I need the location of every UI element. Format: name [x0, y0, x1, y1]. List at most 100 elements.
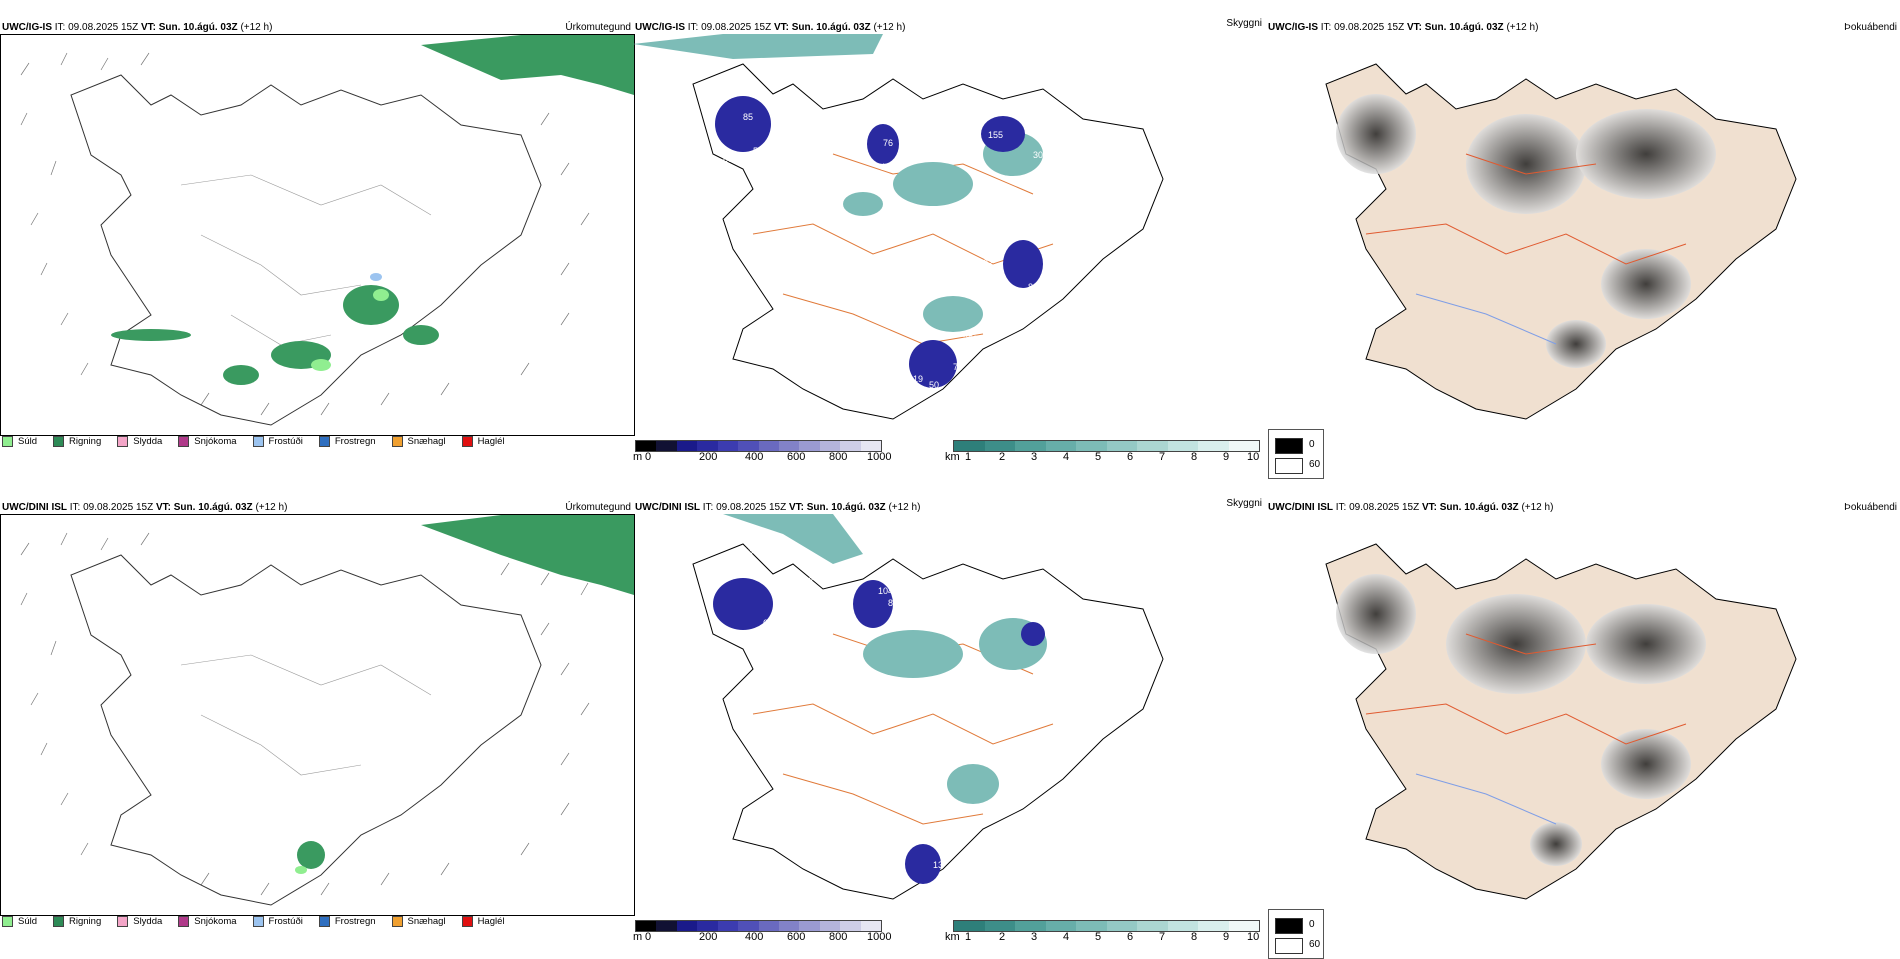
- cloud-base-value-label: 51: [765, 98, 775, 108]
- legend-swatch: [53, 916, 65, 927]
- legend-swatch: [117, 916, 129, 927]
- legend-item-freezing-drizzle: Frostúði: [252, 436, 303, 447]
- legend-swatch: [461, 916, 473, 927]
- fog-legend: 0 60: [1268, 909, 1324, 959]
- fog-panel-top: UWC/IG-IS IT: 09.08.2025 15Z VT: Sun. 10…: [1266, 12, 1899, 479]
- precip-type-panel-bottom: UWC/DINI ISL IT: 09.08.2025 15Z VT: Sun.…: [0, 492, 635, 957]
- legend-item-sleet: Slydda: [117, 916, 162, 927]
- cloud-base-value-label: 10: [881, 162, 891, 172]
- panel-title: UWC/IG-IS IT: 09.08.2025 15Z VT: Sun. 10…: [635, 22, 906, 33]
- cloud-base-value-label: 40: [943, 836, 953, 846]
- cloud-base-value-label: 54: [803, 136, 813, 146]
- cloud-base-value-label: 49: [1018, 308, 1028, 318]
- legend-swatch: [318, 436, 330, 447]
- fog-legend: 0 60: [1268, 429, 1324, 479]
- fog-legend-swatch-60: [1275, 458, 1303, 474]
- cloud-base-value-label: 70: [1048, 144, 1058, 154]
- coastline: [692, 63, 1164, 420]
- cloud-base-value-label: 12: [903, 602, 913, 612]
- legend-item-drizzle: Súld: [2, 916, 37, 927]
- cloud-base-map: 135 65 82 63 100 57 104 80 12 25 120 52 58 40 13 40: [633, 514, 1266, 914]
- cloud-base-value-label: 65: [769, 550, 779, 560]
- legend-swatch: [2, 436, 13, 447]
- cloud-base-value-label: 58: [945, 702, 955, 712]
- legend-swatch: [252, 436, 264, 447]
- cloud-base-value-label: 63: [763, 618, 773, 628]
- cloud-base-value-label: 104: [878, 586, 893, 596]
- cloud-base-value-label: 169: [1038, 178, 1053, 188]
- panel-type-label: Þokuábendi: [1844, 502, 1897, 513]
- cloud-base-value-label: 90: [1063, 122, 1073, 132]
- cloud-base-value-label: 80: [888, 598, 898, 608]
- legend-item-rain: Rigning: [53, 916, 101, 927]
- cloud-base-value-label: 22: [933, 222, 943, 232]
- fog-map: [1266, 34, 1899, 434]
- cloud-base-value-label: 30: [943, 392, 953, 402]
- panel-type-label: Skyggni: [1226, 498, 1262, 509]
- legend-item-sleet: Slydda: [117, 436, 162, 447]
- fog-legend-swatch-0: [1275, 918, 1303, 934]
- legend-item-snow: Snjókoma: [178, 436, 237, 447]
- legend-item-graupel: Snæhagl: [391, 436, 446, 447]
- cloud-base-value-label: 57: [753, 656, 763, 666]
- legend-item-graupel: Snæhagl: [391, 916, 446, 927]
- cloud-base-scale: [635, 920, 882, 932]
- legend-swatch: [461, 436, 473, 447]
- cloud-base-value-label: 50: [929, 380, 939, 390]
- cloud-base-value-label: 135: [743, 546, 758, 556]
- panel-type-label: Þokuábendi: [1844, 22, 1897, 33]
- legend-item-rain: Rigning: [53, 436, 101, 447]
- cloud-base-value-label: 185: [1058, 110, 1073, 120]
- legend-swatch: [391, 916, 403, 927]
- cloud-base-value-label: 32: [983, 258, 993, 268]
- cloud-base-value-label: 57: [753, 146, 763, 156]
- cloud-base-value-label: 40: [931, 888, 941, 898]
- precip-map: [0, 34, 635, 436]
- legend-item-freezing-drizzle: Frostúði: [252, 916, 303, 927]
- legend-swatch: [318, 916, 330, 927]
- panel-type-label: Úrkomutegund: [565, 22, 631, 33]
- cloud-base-map: 70 51 89 54 85 57 69 92 79 76 10 67 155 306 185 169 70 90…: [633, 34, 1266, 434]
- cloud-base-value-label: 100: [793, 634, 808, 644]
- cloud-base-value-label: 85: [743, 112, 753, 122]
- panel-title: UWC/DINI ISL IT: 09.08.2025 15Z VT: Sun.…: [2, 502, 288, 513]
- fog-legend-swatch-60: [1275, 938, 1303, 954]
- legend-swatch: [117, 436, 129, 447]
- legend-item-hail: Haglél: [461, 916, 505, 927]
- cloud-base-value-label: 52: [958, 674, 968, 684]
- cloud-base-value-label: 82: [803, 576, 813, 586]
- legend-swatch: [178, 436, 190, 447]
- cloud-base-value-label: 67: [1013, 96, 1023, 106]
- legend-swatch: [2, 916, 13, 927]
- panel-title: UWC/DINI ISL IT: 09.08.2025 15Z VT: Sun.…: [635, 502, 921, 513]
- cloud-base-value-label: 19: [913, 374, 923, 384]
- cloud-base-value-label: 70: [743, 76, 753, 86]
- cloud-base-value-label: 105: [1048, 176, 1063, 186]
- panel-title: UWC/IG-IS IT: 09.08.2025 15Z VT: Sun. 10…: [1268, 22, 1539, 33]
- cloud-base-value-label: 120: [1058, 630, 1073, 640]
- legend-item-drizzle: Súld: [2, 436, 37, 447]
- cloud-base-value-label: 259: [963, 334, 978, 344]
- cloud-base-panel-bottom: UWC/DINI ISL IT: 09.08.2025 15Z VT: Sun.…: [633, 492, 1266, 957]
- legend-item-freezing-rain: Frostregn: [318, 436, 376, 447]
- legend-item-snow: Snjókoma: [178, 916, 237, 927]
- fog-map: [1266, 514, 1899, 914]
- legend-swatch: [391, 436, 403, 447]
- fog-legend-swatch-0: [1275, 438, 1303, 454]
- panel-title: UWC/DINI ISL IT: 09.08.2025 15Z VT: Sun.…: [1268, 502, 1554, 513]
- cloud-base-value-label: 69: [723, 154, 733, 164]
- coastline: [70, 74, 542, 426]
- visibility-scale: [953, 440, 1260, 452]
- cloud-base-panel-top: UWC/IG-IS IT: 09.08.2025 15Z VT: Sun. 10…: [633, 12, 1266, 477]
- cloud-base-value-label: 63: [903, 276, 913, 286]
- cloud-base-value-label: 92: [878, 106, 888, 116]
- legend-swatch: [178, 916, 190, 927]
- cloud-base-value-label: 70: [953, 362, 963, 372]
- legend-item-hail: Haglél: [461, 436, 505, 447]
- visibility-scale: [953, 920, 1260, 932]
- cloud-base-value-label: 88: [1028, 282, 1038, 292]
- cloud-base-scale: [635, 440, 882, 452]
- cloud-base-value-label: 25: [1013, 592, 1023, 602]
- panel-type-label: Úrkomutegund: [565, 502, 631, 513]
- legend-swatch: [252, 916, 264, 927]
